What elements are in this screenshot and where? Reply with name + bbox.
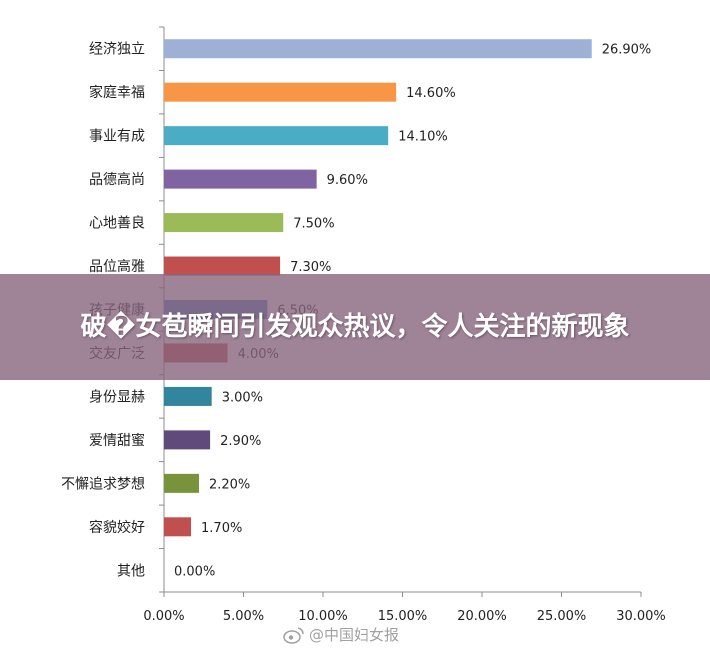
bar <box>164 256 281 276</box>
data-label: 26.90% <box>602 43 652 58</box>
x-tick-label: 20.00% <box>457 609 507 624</box>
bar <box>164 213 284 233</box>
title-banner: 破�女苞瞬间引发观众热议，令人关注的新现象 <box>0 274 710 380</box>
data-label: 1.70% <box>201 521 242 536</box>
category-label: 经济独立 <box>89 42 145 58</box>
data-label: 2.90% <box>220 434 261 449</box>
data-label: 0.00% <box>174 564 215 579</box>
category-label: 其他 <box>117 563 145 579</box>
bar <box>164 430 211 450</box>
bar <box>164 517 192 537</box>
data-label: 9.60% <box>327 173 368 188</box>
bar <box>164 169 317 189</box>
bar <box>164 473 199 493</box>
x-tick-label: 0.00% <box>143 609 184 624</box>
x-tick-label: 10.00% <box>298 609 348 624</box>
category-label: 品位高雅 <box>89 258 145 275</box>
bar <box>164 39 592 59</box>
category-label: 爱情甜蜜 <box>89 433 145 449</box>
data-label: 14.10% <box>398 130 448 145</box>
data-label: 14.60% <box>406 86 456 101</box>
category-label: 容貌姣好 <box>89 519 145 536</box>
category-label: 家庭幸福 <box>89 84 145 101</box>
x-tick-label: 30.00% <box>616 609 666 624</box>
category-label: 品德高尚 <box>89 171 145 188</box>
data-label: 3.00% <box>222 390 263 405</box>
banner-title: 破�女苞瞬间引发观众热议，令人关注的新现象 <box>80 312 630 342</box>
bar <box>164 126 389 146</box>
category-label: 心地善良 <box>89 216 145 232</box>
data-label: 7.30% <box>290 260 331 275</box>
x-tick-label: 5.00% <box>223 609 264 624</box>
category-label: 不懈追求梦想 <box>61 475 145 492</box>
bar <box>164 82 397 102</box>
watermark-text: @中国妇女报 <box>309 626 400 644</box>
data-label: 2.20% <box>209 477 250 492</box>
watermark: @中国妇女报 <box>283 624 399 645</box>
data-label: 7.50% <box>293 217 334 232</box>
x-tick-label: 15.00% <box>378 609 428 624</box>
x-tick-label: 25.00% <box>537 609 587 624</box>
category-label: 事业有成 <box>89 129 145 145</box>
category-label: 身份显赫 <box>89 389 145 405</box>
weibo-icon <box>283 626 304 644</box>
bar <box>164 386 212 406</box>
